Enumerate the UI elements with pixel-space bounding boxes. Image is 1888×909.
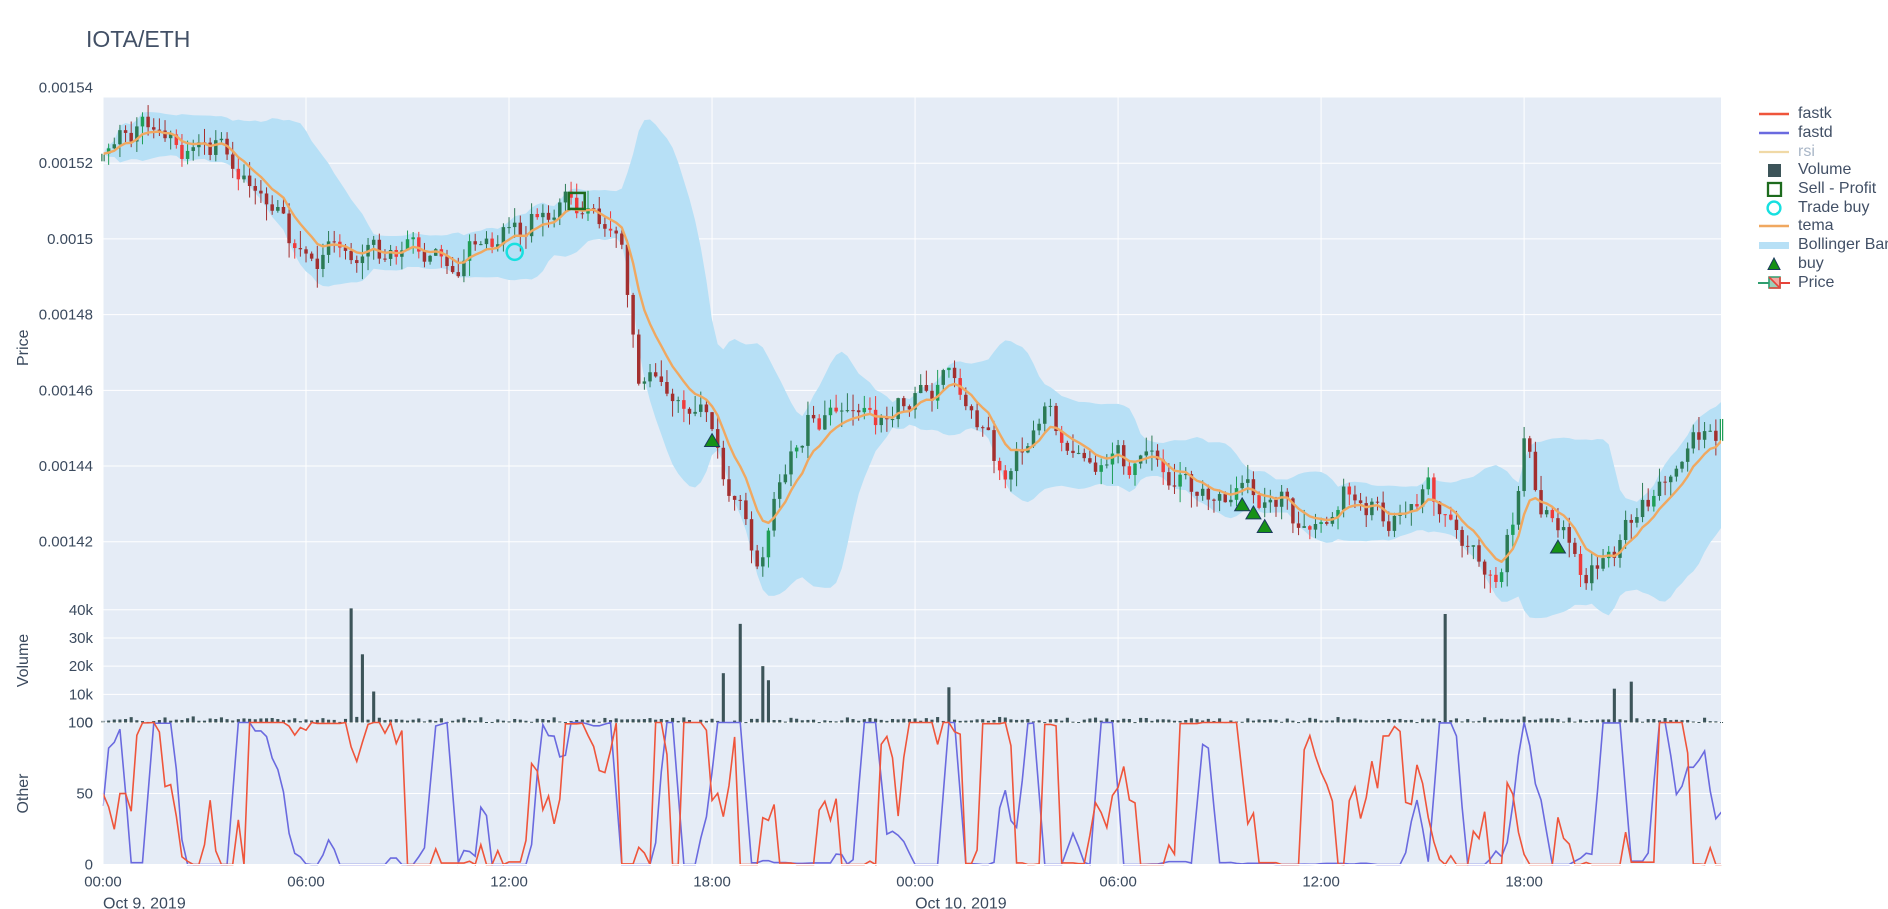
svg-text:0.00148: 0.00148 <box>39 307 93 324</box>
svg-text:Other: Other <box>15 773 32 814</box>
svg-text:50: 50 <box>76 786 93 803</box>
svg-text:0.00142: 0.00142 <box>39 534 93 551</box>
svg-text:20k: 20k <box>69 658 94 675</box>
svg-text:06:00: 06:00 <box>287 874 325 891</box>
svg-text:Volume: Volume <box>15 634 32 687</box>
svg-text:0.00154: 0.00154 <box>39 80 93 97</box>
svg-text:Price: Price <box>15 329 32 366</box>
svg-text:0.0015: 0.0015 <box>47 231 93 248</box>
svg-text:Oct 9, 2019: Oct 9, 2019 <box>103 896 186 909</box>
svg-text:0: 0 <box>85 715 93 732</box>
svg-text:0.00146: 0.00146 <box>39 382 93 399</box>
svg-text:12:00: 12:00 <box>1302 874 1340 891</box>
svg-text:18:00: 18:00 <box>1505 874 1543 891</box>
svg-text:30k: 30k <box>69 630 94 647</box>
svg-text:0.00152: 0.00152 <box>39 155 93 172</box>
svg-text:06:00: 06:00 <box>1099 874 1137 891</box>
svg-text:Oct 10, 2019: Oct 10, 2019 <box>915 896 1007 909</box>
svg-text:40k: 40k <box>69 602 94 619</box>
svg-text:18:00: 18:00 <box>693 874 731 891</box>
svg-text:12:00: 12:00 <box>490 874 528 891</box>
svg-text:0.00144: 0.00144 <box>39 458 93 475</box>
svg-text:00:00: 00:00 <box>896 874 934 891</box>
svg-text:00:00: 00:00 <box>84 874 122 891</box>
svg-text:0: 0 <box>85 857 93 874</box>
svg-text:10k: 10k <box>69 686 94 703</box>
